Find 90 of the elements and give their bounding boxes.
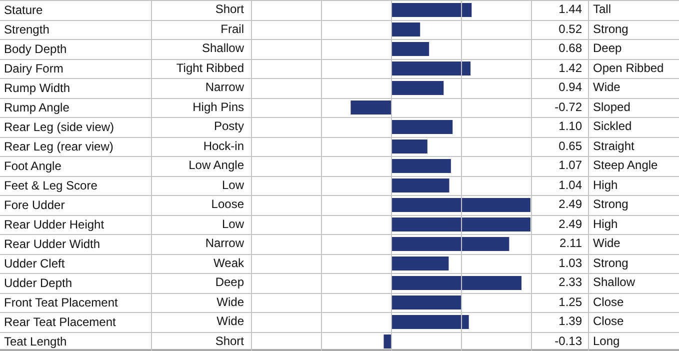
- text: Narrow: [205, 235, 244, 252]
- text: Close: [593, 294, 624, 310]
- text: Wide: [216, 313, 244, 330]
- text: Wide: [593, 79, 620, 96]
- bar: [391, 81, 444, 95]
- bar: [391, 276, 522, 290]
- bar: [391, 62, 471, 76]
- data-label: 2.49: [558, 216, 582, 232]
- y-tick-label: Front Teat Placement: [4, 295, 118, 310]
- text: Open Ribbed: [593, 60, 664, 76]
- text: Close: [593, 313, 624, 330]
- text: Wide: [216, 294, 244, 310]
- data-label: 0.65: [558, 138, 582, 154]
- text: Long: [593, 332, 620, 350]
- bar: [391, 315, 469, 329]
- text: Low: [222, 216, 244, 232]
- data-label: 1.07: [558, 157, 582, 174]
- text: Sloped: [593, 98, 630, 116]
- y-tick-label: Rear Leg (rear view): [4, 139, 114, 154]
- text: Loose: [211, 196, 244, 213]
- text: Weak: [214, 254, 244, 272]
- text: Hock-in: [203, 138, 244, 154]
- y-tick-label: Body Depth: [4, 42, 67, 56]
- bar: [391, 42, 430, 56]
- y-tick-label: Rear Leg (side view): [4, 120, 114, 134]
- bar: [391, 22, 420, 36]
- bar: [391, 120, 453, 134]
- text: Straight: [593, 138, 634, 154]
- y-tick-label: Udder Cleft: [4, 256, 66, 270]
- text: High Pins: [192, 98, 244, 116]
- bar: [391, 159, 451, 173]
- text: Posty: [214, 118, 244, 135]
- text: Low Angle: [188, 157, 244, 174]
- bar: [391, 256, 449, 270]
- bar: [391, 237, 510, 251]
- y-tick-label: Dairy Form: [4, 61, 64, 76]
- bar: [391, 178, 450, 192]
- data-label: 1.44: [558, 1, 582, 18]
- y-tick-label: Rump Angle: [4, 100, 70, 114]
- text: Frail: [220, 20, 244, 38]
- data-label: 1.10: [558, 118, 582, 135]
- text: High: [593, 176, 618, 194]
- text: Deep: [215, 274, 244, 291]
- text: Tall: [593, 1, 612, 18]
- data-label: 2.11: [560, 235, 582, 252]
- data-label: 0.68: [558, 40, 582, 57]
- text: Shallow: [593, 274, 636, 291]
- data-label: 1.04: [558, 176, 582, 194]
- y-tick-label: Feet & Leg Score: [4, 178, 98, 192]
- y-tick-label: Rear Udder Width: [4, 236, 100, 251]
- data-label: 2.33: [558, 274, 582, 291]
- data-label: 0.52: [558, 20, 582, 38]
- text: Sickled: [593, 118, 632, 135]
- y-tick-label: Udder Depth: [4, 276, 72, 290]
- text: Tight Ribbed: [176, 60, 244, 76]
- text: Strong: [593, 20, 628, 38]
- text: High: [593, 216, 618, 232]
- text: Steep Angle: [593, 157, 658, 174]
- text: Low: [222, 176, 244, 194]
- data-label: -0.72: [554, 98, 582, 116]
- y-tick-label: Rear Teat Placement: [4, 314, 117, 329]
- y-tick-label: Rear Udder Height: [4, 217, 105, 232]
- y-tick-label: Foot Angle: [4, 158, 62, 173]
- text: Narrow: [205, 79, 244, 96]
- data-label: 1.25: [558, 294, 582, 310]
- data-label: 2.49: [558, 196, 582, 213]
- text: Strong: [593, 254, 628, 272]
- y-tick-label: Rump Width: [4, 80, 70, 95]
- bar: [391, 3, 472, 17]
- bar: [391, 296, 461, 310]
- bar: [391, 198, 530, 212]
- data-label: 1.39: [558, 313, 582, 330]
- text: Deep: [593, 40, 622, 57]
- bar: [391, 140, 428, 154]
- bar: [384, 334, 391, 348]
- y-tick-label: Teat Length: [4, 334, 67, 348]
- text: Shallow: [202, 40, 244, 57]
- text: Short: [215, 332, 244, 350]
- data-label: 1.03: [558, 254, 582, 272]
- y-tick-label: Strength: [4, 22, 50, 36]
- bar: [350, 100, 391, 114]
- text: Short: [215, 1, 244, 18]
- data-label: 0.94: [558, 79, 582, 96]
- text: Strong: [593, 196, 628, 213]
- y-tick-label: Stature: [4, 2, 44, 17]
- data-label: 1.42: [558, 60, 582, 76]
- bar: [391, 218, 530, 232]
- data-label: -0.13: [554, 332, 582, 350]
- text: Wide: [593, 235, 620, 252]
- y-tick-label: Fore Udder: [4, 198, 65, 212]
